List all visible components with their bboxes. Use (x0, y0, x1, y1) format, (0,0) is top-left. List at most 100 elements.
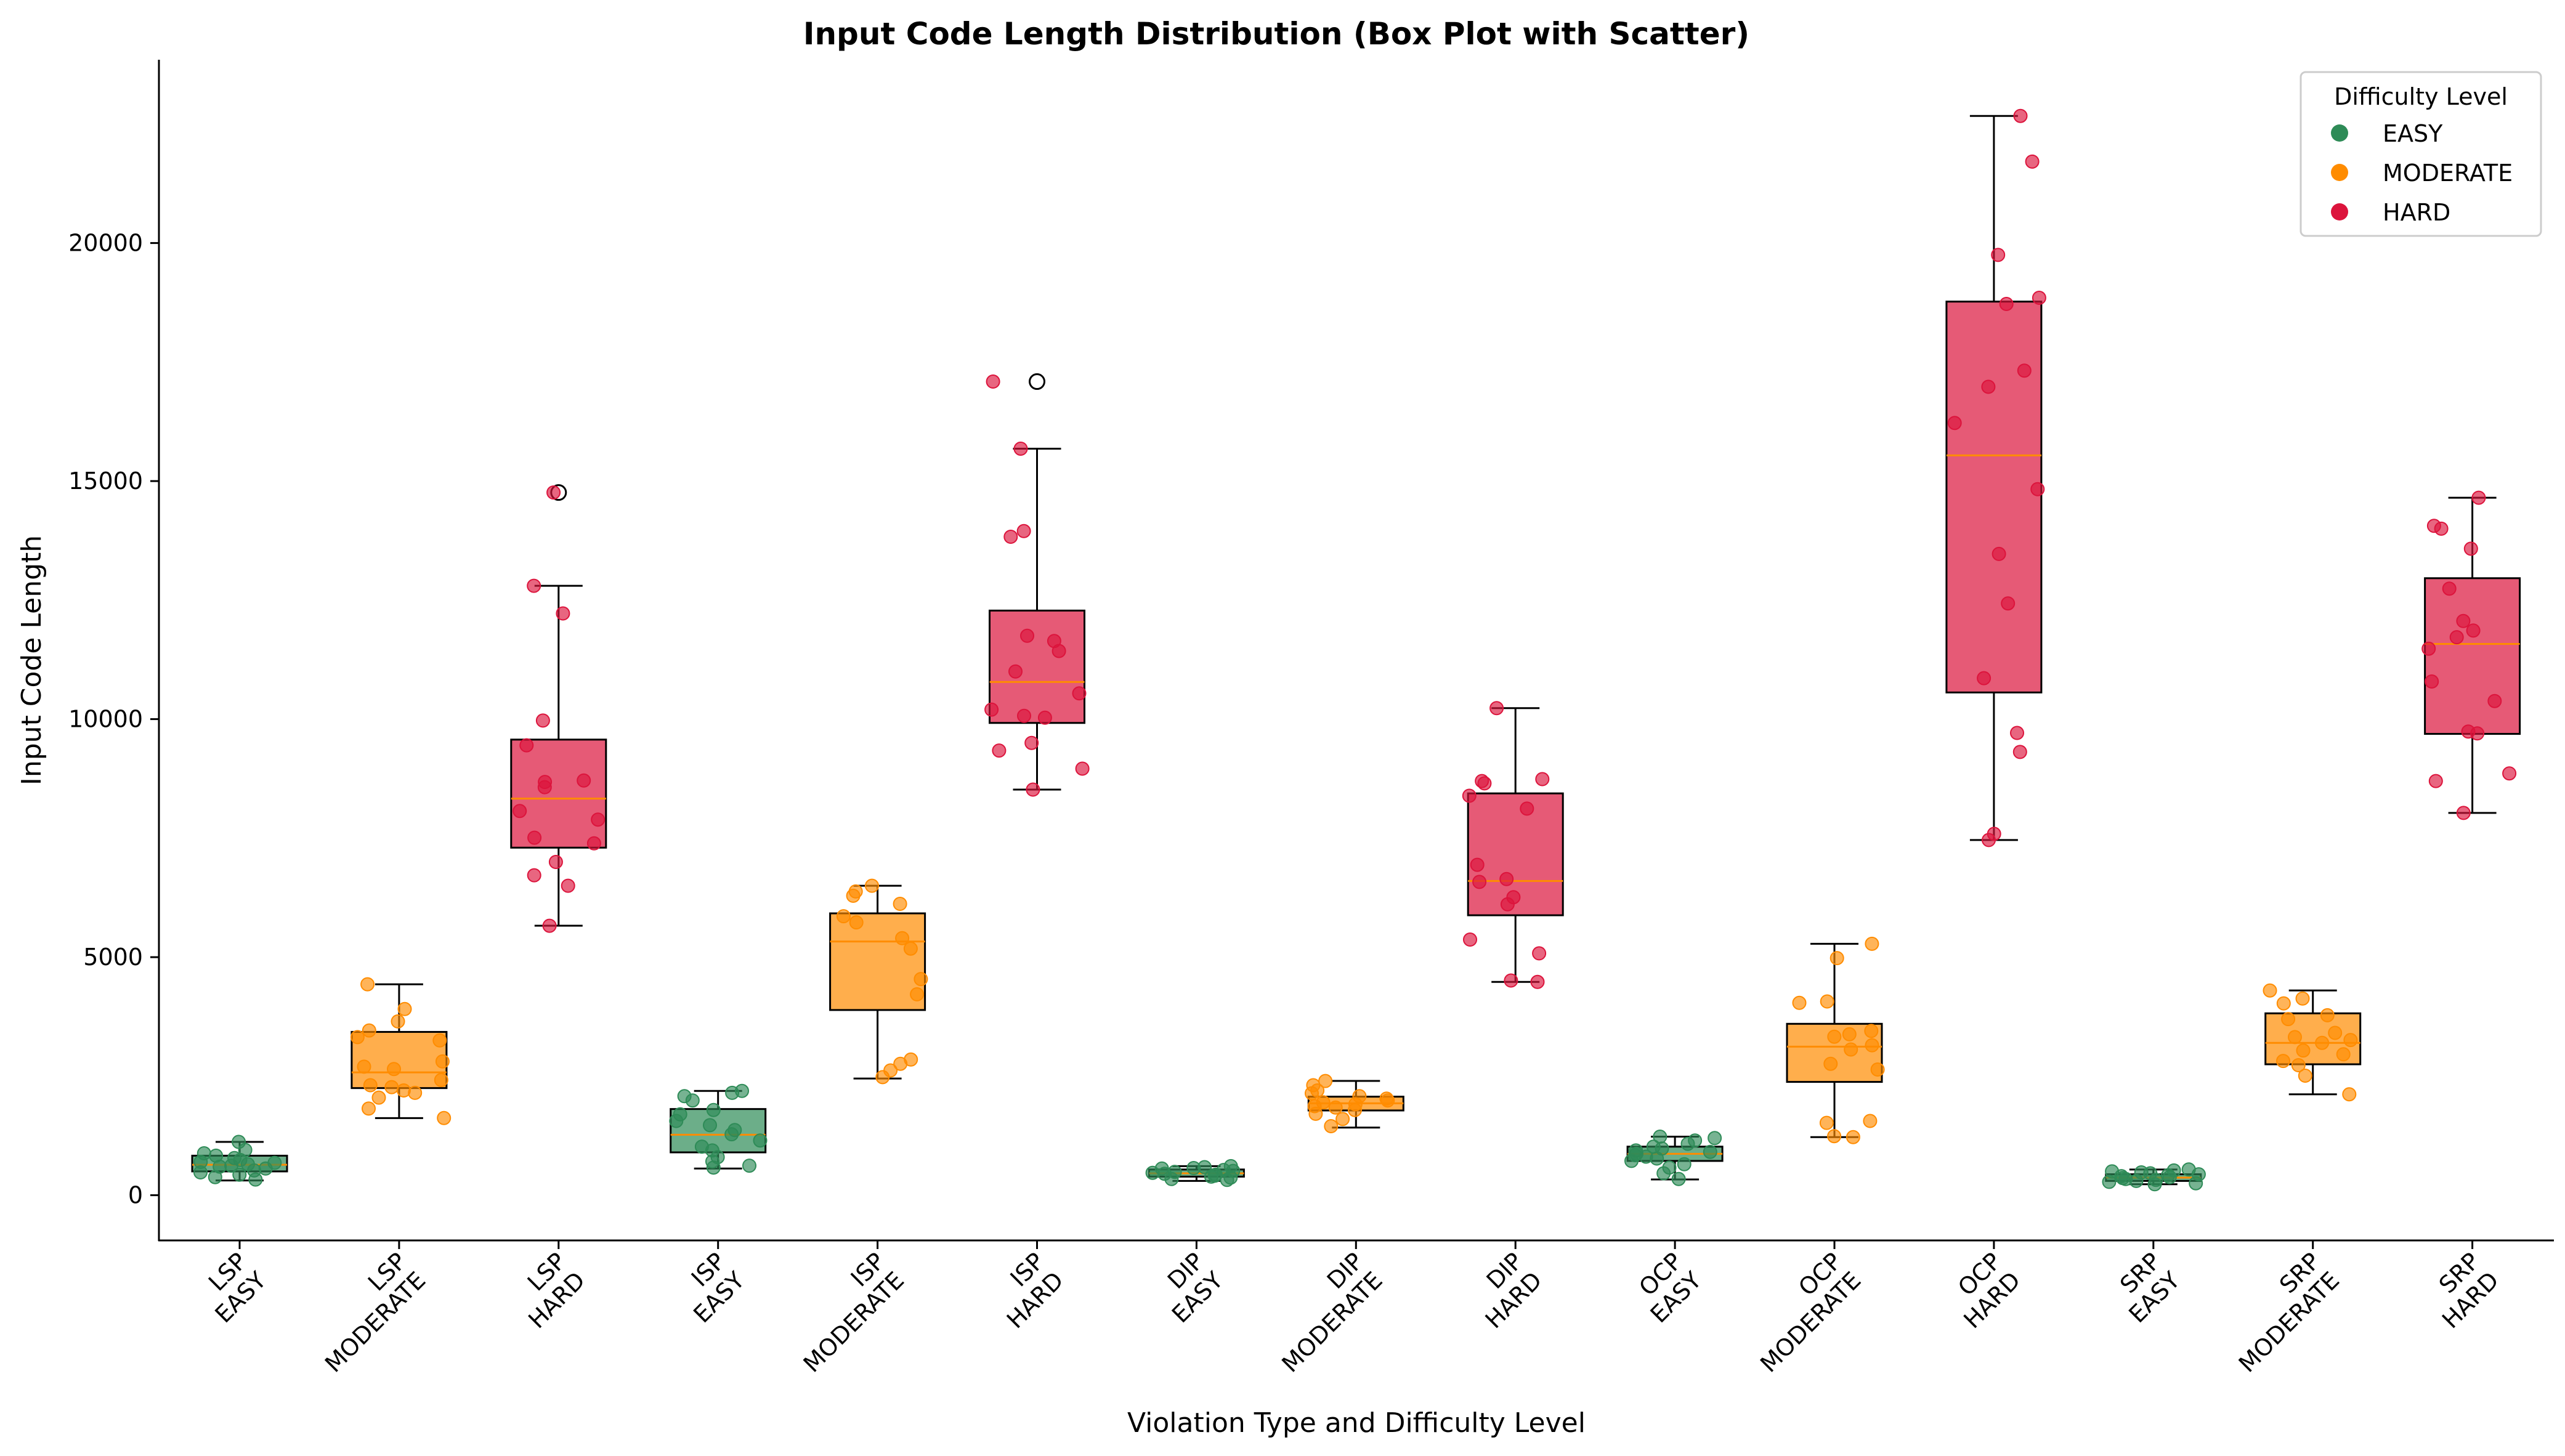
y-tick-label-10000: 10000 (68, 706, 143, 733)
box-group-lsp-moderate (350, 977, 452, 1125)
data-point-dip-moderate-3 (1305, 1086, 1319, 1101)
data-point-ocp-hard-15 (1982, 833, 1996, 847)
data-point-srp-easy-14 (2189, 1176, 2203, 1191)
data-point-ocp-easy-7 (1703, 1144, 1717, 1159)
box-isp-hard (989, 609, 1085, 724)
box-ocp-hard (1945, 301, 2043, 694)
data-point-ocp-hard-5 (2017, 363, 2032, 378)
box-group-ocp-hard (1945, 108, 2046, 847)
data-point-dip-hard-5 (1520, 801, 1534, 816)
data-point-lsp-easy-11 (258, 1161, 273, 1176)
data-point-ocp-moderate-13 (1827, 1129, 1842, 1144)
data-point-dip-hard-8 (1472, 875, 1487, 889)
data-point-ocp-moderate-12 (1819, 1115, 1834, 1130)
data-point-isp-hard-15 (1026, 782, 1040, 797)
x-tick-label-isp-easy: ISPEASY (669, 1247, 750, 1329)
data-point-srp-moderate-4 (2281, 1012, 2296, 1027)
data-point-ocp-moderate-5 (1842, 1027, 1857, 1041)
y-axis-label: Input Code Length (16, 535, 47, 785)
legend-marker-hard (2331, 203, 2348, 220)
data-point-ocp-moderate-8 (1844, 1042, 1858, 1057)
data-point-srp-moderate-8 (2315, 1035, 2330, 1050)
data-point-ocp-moderate-0 (1865, 936, 1879, 951)
data-point-srp-moderate-1 (2295, 991, 2310, 1006)
x-tick-label-ocp-hard: OCPHARD (1939, 1247, 2025, 1333)
box-group-dip-hard (1462, 701, 1564, 989)
data-point-srp-moderate-2 (2276, 996, 2291, 1011)
data-point-srp-hard-12 (2470, 726, 2485, 741)
data-point-ocp-easy-16 (1671, 1171, 1686, 1186)
data-point-lsp-hard-0 (546, 485, 561, 500)
data-point-lsp-moderate-15 (362, 1101, 376, 1116)
data-point-ocp-hard-3 (2032, 291, 2046, 305)
x-tick-label-difficulty-isp-moderate: MODERATE (798, 1266, 909, 1377)
box-group-srp-moderate (2263, 983, 2362, 1102)
data-point-ocp-hard-13 (2012, 745, 2027, 759)
data-point-isp-hard-2 (1016, 524, 1031, 538)
data-point-isp-moderate-4 (836, 909, 851, 924)
data-point-lsp-moderate-7 (357, 1059, 371, 1074)
x-tick-label-ocp-easy: OCPEASY (1626, 1247, 1708, 1329)
data-point-isp-moderate-0 (865, 878, 879, 893)
data-point-isp-moderate-5 (849, 915, 864, 930)
data-point-ocp-hard-9 (1992, 546, 2006, 561)
data-point-lsp-hard-1 (527, 578, 541, 593)
legend-title: Difficulty Level (2334, 83, 2508, 110)
data-point-lsp-easy-16 (248, 1172, 263, 1187)
data-point-srp-moderate-6 (2288, 1030, 2302, 1045)
data-point-lsp-moderate-8 (387, 1062, 401, 1077)
data-point-dip-hard-14 (1530, 974, 1545, 989)
x-tick-label-ocp-moderate: OCPMODERATE (1736, 1247, 1866, 1378)
box-group-srp-hard (2421, 490, 2521, 820)
data-point-isp-moderate-2 (846, 888, 861, 903)
data-point-srp-hard-7 (2449, 630, 2464, 645)
data-point-isp-hard-12 (1024, 735, 1039, 750)
box-lsp-hard (510, 738, 607, 849)
data-point-lsp-easy-15 (208, 1170, 222, 1184)
x-tick-label-isp-hard: ISPHARD (983, 1247, 1069, 1333)
data-point-ocp-hard-6 (1981, 379, 1996, 394)
data-point-lsp-hard-7 (537, 780, 552, 795)
data-point-dip-hard-4 (1462, 788, 1477, 803)
plot-area (191, 108, 2521, 1192)
data-point-srp-moderate-5 (2328, 1025, 2343, 1040)
chart-title: Input Code Length Distribution (Box Plot… (803, 16, 1749, 52)
data-point-dip-easy-13 (1164, 1171, 1179, 1186)
data-point-ocp-moderate-11 (1863, 1114, 1878, 1128)
data-point-dip-moderate-6 (1380, 1093, 1395, 1108)
data-point-ocp-easy-11 (1650, 1151, 1664, 1166)
data-point-ocp-moderate-6 (1827, 1029, 1842, 1044)
box-isp-moderate (829, 912, 926, 1011)
data-point-isp-hard-9 (984, 702, 999, 717)
data-point-isp-moderate-8 (914, 972, 928, 987)
data-point-lsp-moderate-9 (434, 1073, 448, 1087)
data-point-isp-easy-7 (703, 1118, 717, 1133)
data-point-lsp-moderate-14 (371, 1090, 386, 1105)
data-point-srp-hard-13 (2502, 766, 2517, 781)
data-point-isp-hard-7 (1008, 664, 1023, 679)
box-group-ocp-moderate (1786, 936, 1885, 1144)
y-tick-label-5000: 5000 (83, 944, 143, 971)
legend: Difficulty Level EASY MODERATE HARD (2300, 71, 2542, 237)
legend-label-moderate: MODERATE (2383, 160, 2513, 187)
data-point-lsp-moderate-2 (391, 1014, 405, 1029)
data-point-lsp-hard-14 (561, 878, 575, 893)
data-point-lsp-hard-5 (577, 773, 591, 788)
data-point-lsp-moderate-13 (408, 1085, 423, 1100)
data-point-lsp-hard-13 (527, 868, 541, 883)
data-point-ocp-hard-12 (2010, 726, 2024, 740)
x-tick-label-dip-hard: DIPHARD (1461, 1247, 1547, 1333)
x-tick-label-dip-easy: DIPEASY (1148, 1247, 1229, 1329)
box-group-srp-easy (2102, 1162, 2206, 1192)
data-point-dip-hard-7 (1499, 872, 1514, 886)
box-group-dip-moderate (1305, 1074, 1404, 1133)
data-point-isp-easy-4 (706, 1102, 721, 1117)
x-tick-label-srp-easy: SRPEASY (2104, 1247, 2186, 1329)
x-tick-label-lsp-easy: LSPEASY (190, 1247, 272, 1329)
data-point-srp-hard-4 (2442, 581, 2457, 596)
data-point-ocp-hard-10 (2001, 596, 2016, 611)
data-point-dip-easy-7 (1145, 1165, 1160, 1180)
data-point-dip-hard-10 (1500, 897, 1515, 912)
box-group-dip-easy (1145, 1159, 1245, 1187)
data-point-srp-easy-8 (2162, 1170, 2177, 1184)
